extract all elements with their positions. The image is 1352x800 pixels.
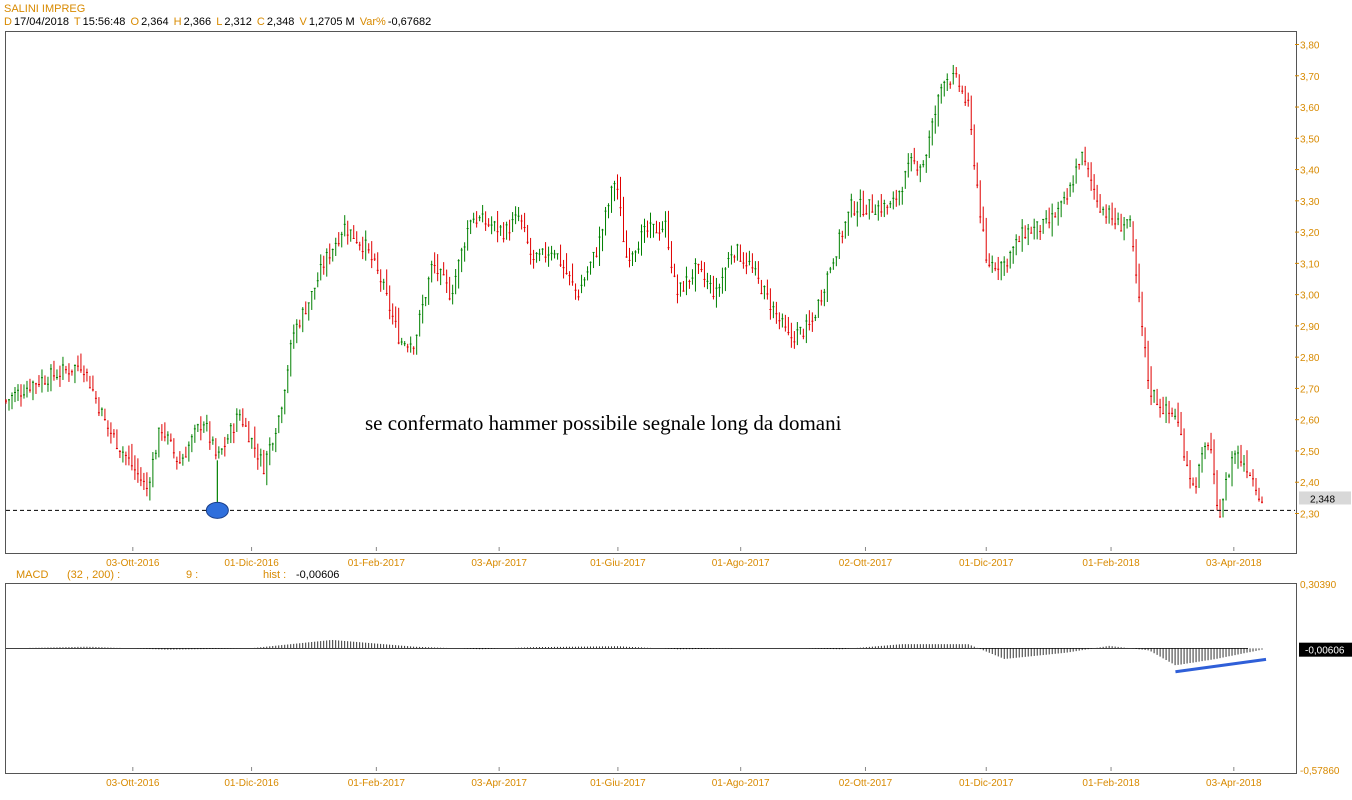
close-value: 2,348 (266, 16, 295, 28)
var-value: -0,67682 (387, 16, 432, 28)
x-tick-label: 01-Feb-2017 (348, 558, 406, 569)
macd-hist-label: hist : (263, 569, 287, 581)
volume-label: V (299, 16, 307, 28)
time-label: T (73, 16, 81, 28)
chart-symbol-title: SALINI IMPREG (4, 3, 86, 15)
macd-last-value-label: -0,00606 (1305, 646, 1345, 657)
x-tick-label: 01-Dic-2017 (959, 778, 1014, 789)
x-tick-label: 01-Feb-2018 (1082, 558, 1140, 569)
x-tick-label: 02-Ott-2017 (839, 778, 893, 789)
x-tick-label: 03-Ott-2016 (106, 778, 160, 789)
x-tick-label: 01-Giu-2017 (590, 558, 646, 569)
y-tick-label: 3,10 (1300, 259, 1320, 270)
x-tick-label: 03-Apr-2018 (1206, 558, 1262, 569)
open-label: O (130, 16, 140, 28)
macd-chart-panel[interactable] (5, 583, 1297, 774)
x-tick-label: 01-Ago-2017 (712, 778, 770, 789)
x-tick-label: 01-Ago-2017 (712, 558, 770, 569)
y-tick-label: 3,50 (1300, 134, 1320, 145)
macd-last-value-box (1299, 642, 1352, 657)
time-value: 15:56:48 (82, 16, 126, 28)
quote-bar: D 17/04/2018 T 15:56:48 O 2,364 H 2,366 L 2,3… (4, 16, 433, 28)
macd-signal: 9 : (186, 569, 199, 581)
price-chart-panel[interactable] (5, 31, 1297, 554)
volume-value: 1,2705 M (308, 16, 355, 28)
x-tick-label: 01-Giu-2017 (590, 778, 646, 789)
y-tick-label: 3,20 (1300, 228, 1320, 239)
macd-params: (32 , 200) : (67, 569, 121, 581)
macd-trendline (1175, 657, 1267, 674)
y-tick-label: 2,50 (1300, 447, 1320, 458)
date-value: 17/04/2018 (13, 16, 70, 28)
last-price-label: 2,348 (1310, 494, 1335, 505)
x-tick-label: 01-Dic-2016 (224, 558, 279, 569)
y-tick-label: 3,60 (1300, 103, 1320, 114)
high-label: H (173, 16, 182, 28)
x-tick-label: 03-Ott-2016 (106, 558, 160, 569)
hammer-marker-circle (205, 501, 229, 519)
y-tick-label: 3,80 (1300, 41, 1320, 52)
y-tick-label: 2,90 (1300, 322, 1320, 333)
x-tick-label: 03-Apr-2017 (471, 778, 527, 789)
low-label: L (216, 16, 223, 28)
x-tick-label: 03-Apr-2018 (1206, 778, 1262, 789)
y-tick-label: 2,70 (1300, 384, 1320, 395)
var-label: Var% (359, 16, 386, 28)
y-tick-label: 2,30 (1300, 509, 1320, 520)
macd-y-bottom-label: -0,57860 (1300, 766, 1340, 777)
x-tick-label: 01-Feb-2018 (1082, 778, 1140, 789)
x-tick-label: 01-Feb-2017 (348, 778, 406, 789)
macd-name: MACD (16, 569, 49, 581)
y-tick-label: 3,30 (1300, 197, 1320, 208)
high-value: 2,366 (183, 16, 212, 28)
y-tick-label: 3,40 (1300, 166, 1320, 177)
last-price-box (1299, 491, 1351, 505)
x-tick-label: 01-Dic-2016 (224, 778, 279, 789)
x-tick-label: 03-Apr-2017 (471, 558, 527, 569)
date-label: D (4, 16, 12, 28)
y-tick-label: 3,70 (1300, 72, 1320, 83)
x-tick-label: 02-Ott-2017 (839, 558, 893, 569)
open-value: 2,364 (141, 16, 169, 28)
close-label: C (256, 16, 265, 28)
x-tick-label: 01-Dic-2017 (959, 558, 1014, 569)
low-value: 2,312 (224, 16, 252, 28)
macd-y-top-label: 0,30390 (1300, 580, 1337, 591)
y-tick-label: 2,60 (1300, 416, 1320, 427)
macd-hist-value: -0,00606 (296, 569, 340, 581)
chart-annotation: se confermato hammer possibile segnale l… (365, 411, 842, 435)
y-tick-label: 2,40 (1300, 478, 1320, 489)
y-tick-label: 2,80 (1300, 353, 1320, 364)
y-tick-label: 3,00 (1300, 291, 1320, 302)
